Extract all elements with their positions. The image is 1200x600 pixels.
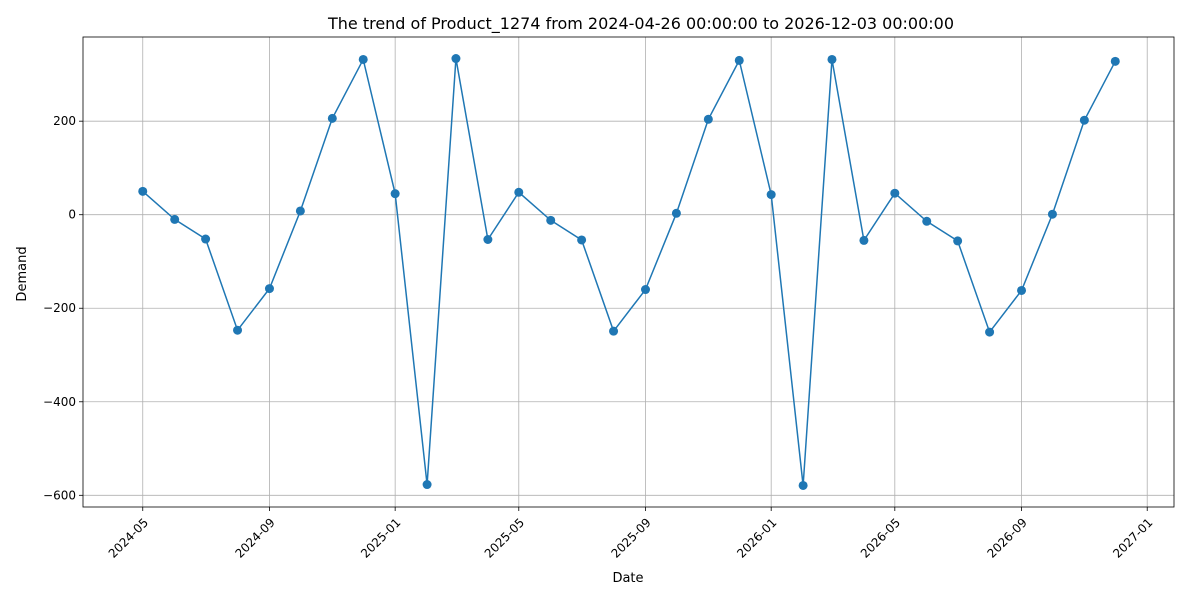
data-point (1110, 56, 1120, 66)
data-point (1079, 115, 1089, 125)
data-point (264, 284, 274, 294)
data-point (734, 55, 744, 65)
data-point (138, 186, 148, 196)
x-tick-label: 2024-09 (232, 515, 277, 560)
data-point (577, 235, 587, 245)
data-point (640, 285, 650, 295)
data-point (1017, 285, 1027, 295)
data-point (170, 214, 180, 224)
y-tick-label: −400 (43, 395, 76, 409)
data-point (609, 326, 619, 336)
y-axis-label: Demand (15, 246, 30, 301)
data-point (827, 54, 837, 64)
data-point (766, 190, 776, 200)
grid (83, 37, 1174, 507)
data-point (451, 54, 461, 64)
x-tick-label: 2025-09 (608, 515, 653, 560)
x-tick-label: 2025-05 (482, 515, 527, 560)
data-point (483, 234, 493, 244)
y-tick-label: 200 (53, 114, 76, 128)
data-point (985, 327, 995, 337)
x-tick-label: 2024-05 (106, 515, 151, 560)
y-tick-label: 0 (68, 208, 76, 222)
y-tick-label: −200 (43, 301, 76, 315)
y-tick-label: −600 (43, 488, 76, 502)
data-point (390, 189, 400, 199)
data-point (201, 234, 211, 244)
chart-title: The trend of Product_1274 from 2024-04-2… (327, 14, 954, 34)
plot-frame (82, 36, 1175, 508)
series-line (142, 57, 1116, 486)
data-point (922, 216, 932, 226)
x-tick-label: 2026-05 (858, 515, 903, 560)
x-tick-label: 2026-01 (734, 515, 779, 560)
data-point (798, 480, 808, 490)
x-tick-label: 2026-09 (985, 515, 1030, 560)
axes: 2024-05 2024-09 2025-01 2025-05 2025-09 2026-… (43, 36, 1175, 561)
data-point (358, 54, 368, 64)
data-point (422, 480, 432, 490)
data-point (327, 113, 337, 123)
data-point (890, 188, 900, 198)
data-point (703, 114, 713, 124)
data-point (953, 236, 963, 246)
data-point (859, 235, 869, 245)
x-axis-label: Date (612, 571, 643, 586)
x-tick-label: 2025-01 (358, 515, 403, 560)
data-point (295, 206, 305, 216)
data-point (1047, 209, 1057, 219)
data-point (233, 325, 243, 335)
x-tick-label: 2027-01 (1110, 515, 1155, 560)
data-point (546, 215, 556, 225)
data-point (671, 208, 681, 218)
series-demand (138, 54, 1120, 490)
data-point (514, 187, 524, 197)
